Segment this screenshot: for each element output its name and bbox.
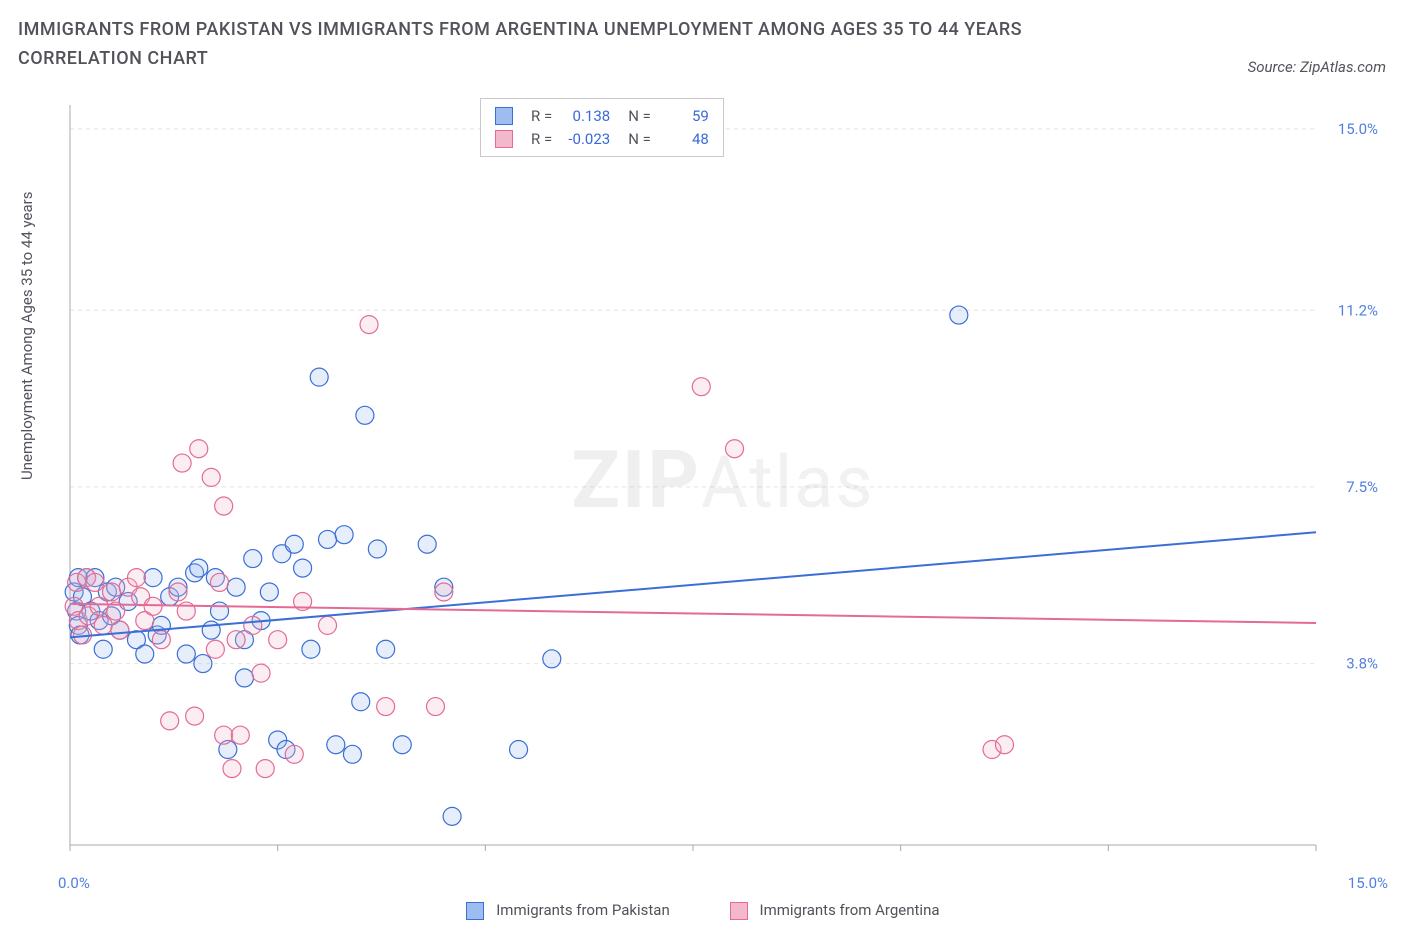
stats-legend: R = 0.138 N = 59 R = -0.023 N = 48	[480, 98, 724, 157]
chart-title: IMMIGRANTS FROM PAKISTAN VS IMMIGRANTS F…	[18, 16, 1118, 74]
svg-text:7.5%: 7.5%	[1346, 478, 1378, 496]
legend-item-pakistan: Immigrants from Pakistan	[466, 901, 669, 920]
svg-text:11.2%: 11.2%	[1338, 301, 1378, 319]
chart-source: Source: ZipAtlas.com	[1248, 58, 1386, 76]
svg-text:15.0%: 15.0%	[1338, 120, 1378, 138]
y-axis-label: Unemployment Among Ages 35 to 44 years	[18, 192, 36, 480]
svg-text:3.8%: 3.8%	[1346, 655, 1378, 673]
chart-plot-area: 3.8%7.5%11.2%15.0% ZIPAtlas	[60, 95, 1386, 865]
series-legend: Immigrants from Pakistan Immigrants from…	[0, 901, 1406, 920]
x-axis-min-label: 0.0%	[58, 874, 90, 892]
swatch-argentina	[495, 130, 513, 148]
chart-svg: 3.8% 7.5% 11.2% 15.0%	[60, 95, 1386, 865]
swatch-pakistan	[495, 107, 513, 125]
legend-item-argentina: Immigrants from Argentina	[730, 901, 940, 920]
stats-row-2: R = -0.023 N = 48	[495, 128, 709, 151]
legend-swatch-argentina	[730, 902, 748, 920]
x-axis-max-label: 15.0%	[1348, 874, 1388, 892]
stats-row-1: R = 0.138 N = 59	[495, 105, 709, 128]
legend-swatch-pakistan	[466, 902, 484, 920]
